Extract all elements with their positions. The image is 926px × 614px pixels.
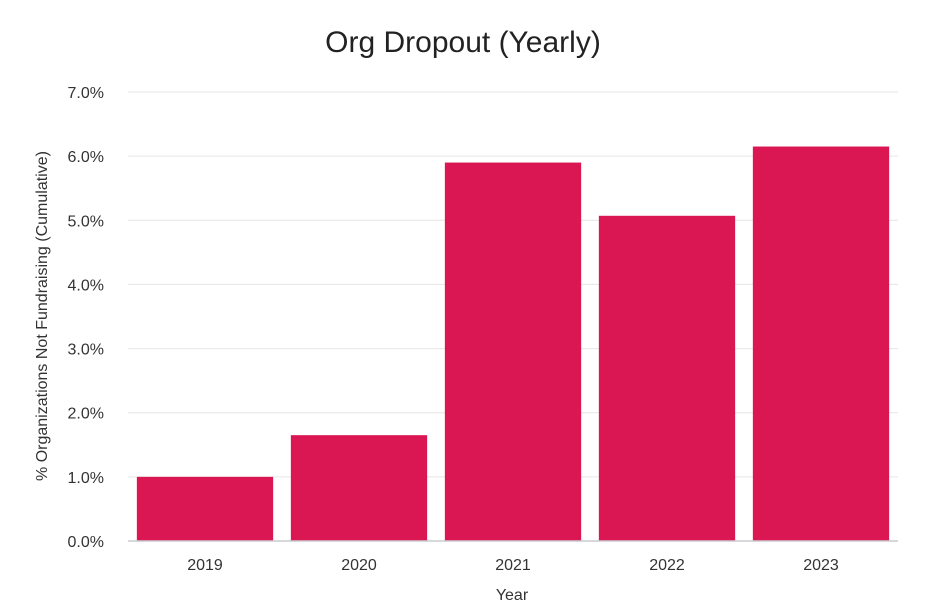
x-tick-label: 2023 bbox=[803, 557, 839, 574]
bars bbox=[136, 146, 890, 542]
bar-2021 bbox=[444, 162, 582, 542]
y-tick-label: 1.0% bbox=[68, 470, 104, 487]
y-tick-label: 2.0% bbox=[68, 406, 104, 423]
y-tick-label: 7.0% bbox=[68, 85, 104, 102]
y-tick-label: 3.0% bbox=[68, 342, 104, 359]
bar-2023 bbox=[752, 146, 890, 541]
x-tick-label: 2019 bbox=[187, 557, 223, 574]
y-axis-ticks: 0.0% 1.0% 2.0% 3.0% 4.0% 5.0% 6.0% 7.0% bbox=[68, 85, 104, 551]
x-tick-label: 2020 bbox=[341, 557, 377, 574]
chart-title: Org Dropout (Yearly) bbox=[325, 26, 601, 59]
y-tick-label: 6.0% bbox=[68, 149, 104, 166]
bar-2022 bbox=[598, 215, 736, 541]
y-tick-label: 0.0% bbox=[68, 534, 104, 551]
y-tick-label: 5.0% bbox=[68, 213, 104, 230]
x-tick-label: 2021 bbox=[495, 557, 531, 574]
x-tick-label: 2022 bbox=[649, 557, 685, 574]
bar-2019 bbox=[136, 476, 274, 541]
y-tick-label: 4.0% bbox=[68, 277, 104, 294]
x-axis-label: Year bbox=[496, 587, 529, 604]
x-axis-ticks: 2019 2020 2021 2022 2023 bbox=[187, 557, 839, 574]
bar-2020 bbox=[290, 435, 428, 541]
y-axis-label: % Organizations Not Fundraising (Cumulat… bbox=[34, 151, 51, 481]
